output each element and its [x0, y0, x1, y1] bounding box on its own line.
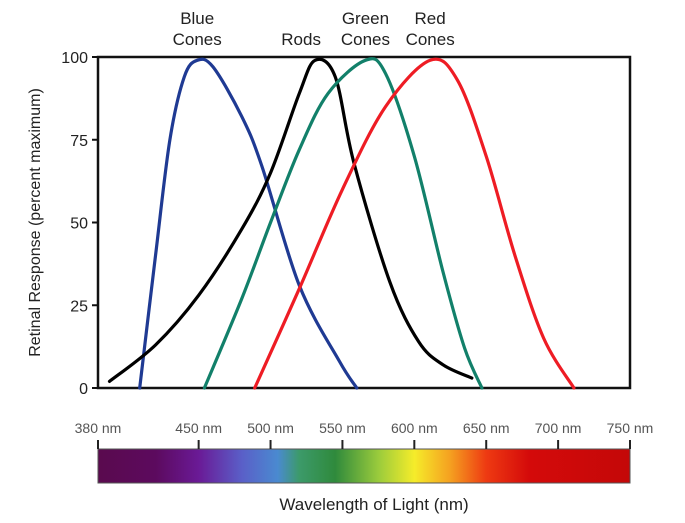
y-axis-label: Retinal Response (percent maximum): [27, 88, 44, 357]
series-line-green-cones: [202, 57, 484, 390]
x-tick-label: 380 nm: [75, 420, 122, 436]
x-tick-label: 650 nm: [463, 420, 510, 436]
series-line-red-cones: [253, 57, 576, 390]
series-label: Cones: [173, 30, 222, 49]
y-tick-label: 50: [70, 216, 88, 233]
series-label: Rods: [281, 30, 321, 49]
x-tick-label: 600 nm: [391, 420, 438, 436]
series-line-rods: [107, 57, 474, 383]
series-label: Blue: [180, 9, 214, 28]
y-tick-label: 75: [70, 133, 88, 150]
series-label: Green: [342, 9, 389, 28]
x-tick-label: 750 nm: [607, 420, 654, 436]
series-label: Cones: [341, 30, 390, 49]
y-tick-label: 100: [61, 50, 88, 67]
y-tick-label: 0: [79, 381, 88, 398]
series-label: Cones: [406, 30, 455, 49]
x-tick-label: 550 nm: [319, 420, 366, 436]
x-tick-label: 700 nm: [535, 420, 582, 436]
plot-frame: [96, 55, 632, 390]
x-tick-label: 450 nm: [175, 420, 222, 436]
y-tick-label: 25: [70, 298, 88, 315]
x-tick-label: 500 nm: [247, 420, 294, 436]
x-axis-label: Wavelength of Light (nm): [279, 495, 468, 514]
spectrum-bar: [97, 448, 631, 484]
series-label: Red: [415, 9, 446, 28]
series-line-blue-cones: [138, 57, 359, 390]
